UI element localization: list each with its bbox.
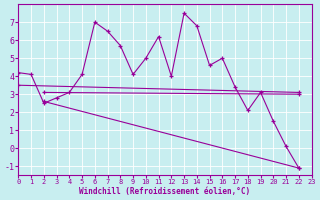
X-axis label: Windchill (Refroidissement éolien,°C): Windchill (Refroidissement éolien,°C): [79, 187, 251, 196]
